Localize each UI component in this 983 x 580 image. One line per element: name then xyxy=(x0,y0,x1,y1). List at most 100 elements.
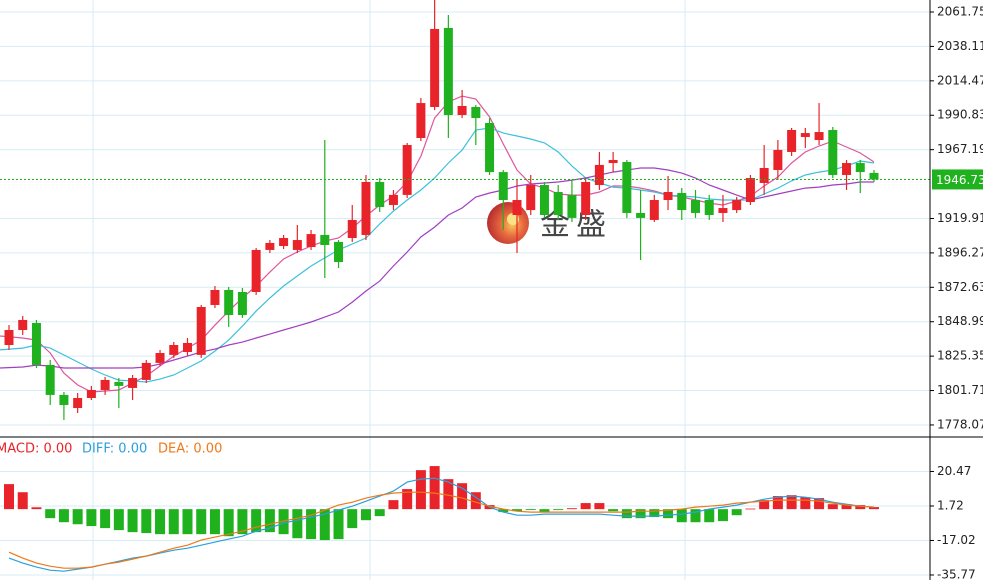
candle-body xyxy=(594,164,604,186)
candle-body xyxy=(128,378,138,388)
candle-body xyxy=(759,167,769,183)
candle-body xyxy=(498,172,508,201)
macd-bar xyxy=(209,509,220,535)
macd-bar xyxy=(841,504,852,510)
y-tick-label: 1848.99 xyxy=(937,314,983,328)
macd-bar xyxy=(827,504,838,510)
macd-bar xyxy=(306,509,317,540)
candle-body xyxy=(292,240,302,250)
candle-body xyxy=(347,219,357,239)
macd-bar xyxy=(566,508,577,510)
ma-line xyxy=(0,95,875,393)
candle-body xyxy=(169,345,179,355)
candle-body xyxy=(800,133,810,137)
macd-bar xyxy=(498,509,509,513)
macd-bar xyxy=(676,509,687,523)
candle-body xyxy=(279,238,289,247)
candle-body xyxy=(141,362,151,380)
macd-bar xyxy=(264,509,275,533)
candle-body xyxy=(4,330,14,345)
candle-body xyxy=(855,163,865,173)
macd-bar xyxy=(100,509,111,529)
candle-body xyxy=(251,249,261,293)
macd-bar xyxy=(663,509,674,519)
macd-bar xyxy=(17,492,28,510)
macd-bar xyxy=(814,498,825,510)
candle-body xyxy=(59,394,69,405)
candle-body xyxy=(320,234,330,245)
candle-body xyxy=(86,389,96,398)
macd-bar xyxy=(855,505,866,510)
macd-bar xyxy=(86,509,97,527)
candle-body xyxy=(430,28,440,107)
legend-label: DEA: 0.00 xyxy=(158,442,222,457)
macd-bar xyxy=(319,509,330,541)
legend-label: MACD: 0.00 xyxy=(0,442,72,457)
y-tick-label: 1990.83 xyxy=(937,108,983,122)
macd-bar xyxy=(72,509,83,525)
macd-bar xyxy=(223,509,234,537)
candle-body xyxy=(636,212,646,218)
candle-body xyxy=(100,379,110,390)
candle-body xyxy=(375,181,385,207)
candle-body xyxy=(649,200,659,220)
macd-bar xyxy=(31,507,42,510)
candle-body xyxy=(471,106,481,119)
macd-bar xyxy=(635,509,646,519)
y-tick-label: 1919.91 xyxy=(937,211,983,225)
macd-bar xyxy=(457,483,468,510)
macd-bar xyxy=(621,509,632,519)
macd-bar xyxy=(539,509,550,513)
macd-bar xyxy=(786,495,797,510)
candle-body xyxy=(842,163,852,175)
candle-body xyxy=(265,242,275,250)
candle-body xyxy=(334,241,344,263)
macd-bar xyxy=(800,497,811,510)
y-tick-label: 1967.19 xyxy=(937,142,983,156)
y-tick-label: 1.72 xyxy=(937,498,964,512)
candle-body xyxy=(539,185,549,216)
candle-body xyxy=(828,129,838,175)
candle-body xyxy=(732,200,742,211)
candle-body xyxy=(237,292,247,316)
candle-body xyxy=(182,342,192,352)
y-tick-label: 2061.75 xyxy=(937,5,983,19)
candle-body xyxy=(457,105,467,115)
macd-bar xyxy=(512,509,523,512)
candle-body xyxy=(718,208,728,213)
macd-bar xyxy=(608,509,619,512)
macd-bar xyxy=(237,509,248,535)
candle-body xyxy=(677,193,687,211)
y-tick-label: 1825.35 xyxy=(937,349,983,363)
macd-bar xyxy=(374,509,385,517)
macd-bar xyxy=(594,503,605,510)
watermark: 金盛 xyxy=(487,202,606,244)
y-tick-label: 1801.71 xyxy=(937,383,983,397)
candle-body xyxy=(18,319,28,331)
macd-bar xyxy=(292,509,303,539)
macd-bar xyxy=(731,509,742,516)
logo-dot xyxy=(507,213,519,225)
candle-body xyxy=(787,129,797,152)
candle-body xyxy=(526,185,536,211)
macd-bar xyxy=(360,509,371,521)
y-tick-label: -35.77 xyxy=(937,567,976,580)
candle-body xyxy=(416,103,426,138)
candle-body xyxy=(608,159,618,164)
macd-bar xyxy=(388,500,399,510)
macd-bar xyxy=(141,509,152,534)
candle-body xyxy=(224,289,234,316)
macd-bar xyxy=(470,492,481,510)
candle-body xyxy=(773,149,783,171)
candle-body xyxy=(485,123,495,173)
macd-bar xyxy=(717,509,728,522)
candle-body xyxy=(306,234,316,248)
candle-body xyxy=(622,162,632,213)
y-tick-label: 1778.07 xyxy=(937,417,983,431)
candle-body xyxy=(663,192,673,201)
candle-body xyxy=(691,200,700,213)
